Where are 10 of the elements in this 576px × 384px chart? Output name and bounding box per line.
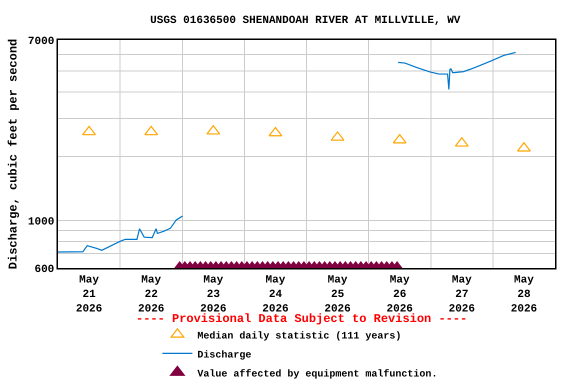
legend-label: Median daily statistic (111 years) [197,330,402,342]
x-tick-label: May 28 2026 [510,274,538,316]
y-tick-label: 1000 [28,216,54,228]
chart-title: USGS 01636500 SHENANDOAH RIVER AT MILLVILLE, WV [150,15,461,28]
x-tick-label: May 21 2026 [76,274,102,316]
y-axis-title: Discharge, cubic feet per second [6,38,20,270]
y-tick-label: 7000 [28,36,54,48]
legend-label: Discharge [197,349,252,362]
legend-label: Value affected by equipment malfunction. [197,368,438,380]
y-tick-label: 600 [34,264,54,276]
